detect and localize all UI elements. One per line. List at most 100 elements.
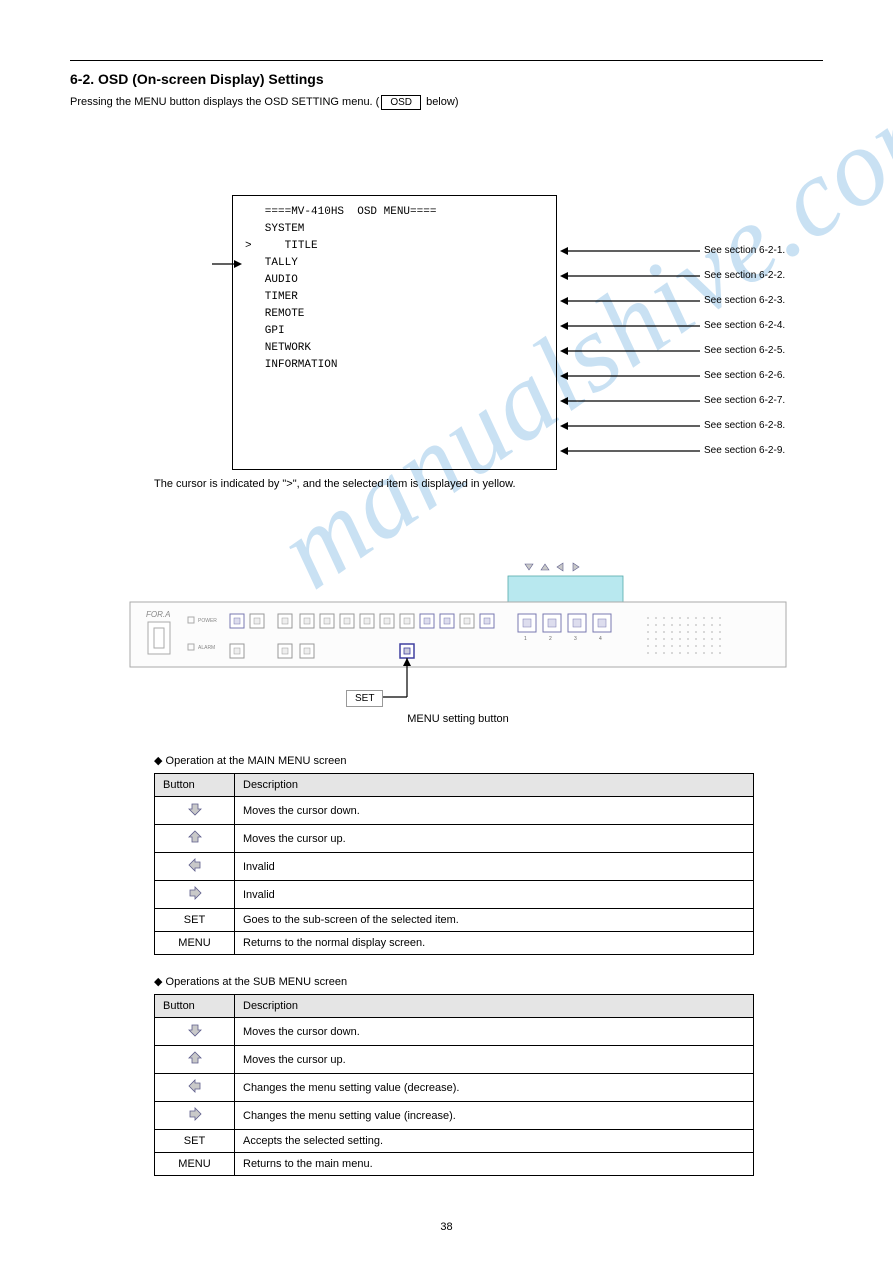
arrow-left-icon (560, 345, 700, 357)
btn-cell (155, 881, 235, 909)
arrow-down-icon (188, 1023, 202, 1037)
intro-part2: below) (423, 96, 458, 108)
page-number: 38 (0, 1221, 893, 1233)
desc-cell: Moves the cursor down. (235, 797, 754, 825)
legend-label: See section 6-2-1. (704, 245, 785, 256)
svg-text:POWER: POWER (198, 618, 217, 624)
table-row: SETGoes to the sub-screen of the selecte… (155, 909, 754, 932)
arrow-left-icon (560, 320, 700, 332)
table-row: MENUReturns to the main menu. (155, 1153, 754, 1176)
osd-label-inline: OSD (381, 95, 421, 110)
col-button: Button (155, 995, 235, 1018)
arrow-left-icon (560, 245, 700, 257)
osd-row: TALLY (245, 255, 544, 272)
section-number: 6-2. (70, 71, 94, 87)
desc-cell: Returns to the main menu. (235, 1153, 754, 1176)
table-row: MENUReturns to the normal display screen… (155, 932, 754, 955)
arrow-right-icon (188, 886, 202, 900)
osd-row: NETWORK (245, 340, 544, 357)
osd-row: AUDIO (245, 272, 544, 289)
intro-text: Pressing the MENU button displays the OS… (70, 95, 823, 110)
sub-menu-title: ◆ Operations at the SUB MENU screen (154, 975, 754, 988)
arrow-left-icon (188, 858, 202, 872)
set-callout-label: SET (346, 690, 383, 707)
intro-part1: Pressing the MENU button displays the OS… (70, 96, 379, 108)
btn-cell (155, 1018, 235, 1046)
btn-cell: MENU (155, 1153, 235, 1176)
btn-cell: SET (155, 909, 235, 932)
section-title: 6-2. OSD (On-screen Display) Settings (70, 71, 823, 87)
legend-label: See section 6-2-2. (704, 270, 785, 281)
legend-row: See section 6-2-7. (560, 388, 785, 413)
col-description: Description (235, 774, 754, 797)
legend-label: See section 6-2-7. (704, 395, 785, 406)
arrow-left-icon (560, 370, 700, 382)
cursor-arrow-icon (212, 258, 242, 270)
arrow-right-icon (188, 1107, 202, 1121)
arrow-up-icon (188, 1051, 202, 1065)
osd-row: SYSTEM (245, 221, 544, 238)
svg-text:2: 2 (549, 636, 552, 642)
osd-row: TIMER (245, 289, 544, 306)
desc-cell: Moves the cursor up. (235, 825, 754, 853)
desc-cell: Invalid (235, 881, 754, 909)
osd-row: INFORMATION (245, 357, 544, 374)
col-description: Description (235, 995, 754, 1018)
table-row: Moves the cursor down. (155, 1018, 754, 1046)
legend-row: See section 6-2-9. (560, 438, 785, 463)
legend-label: See section 6-2-6. (704, 370, 785, 381)
legend-row: See section 6-2-3. (560, 288, 785, 313)
cursor-note: The cursor is indicated by ">", and the … (154, 478, 754, 490)
table-row: Invalid (155, 881, 754, 909)
btn-cell (155, 797, 235, 825)
arrow-up-icon (188, 830, 202, 844)
device-panel-svg: FOR.A POWER ALARM (128, 562, 788, 702)
desc-cell: Invalid (235, 853, 754, 881)
arrow-left-icon (560, 270, 700, 282)
arrow-down-icon (188, 802, 202, 816)
osd-menu-box: ====MV-410HS OSD MENU==== SYSTEM > TITLE… (232, 195, 557, 470)
osd-row: REMOTE (245, 306, 544, 323)
device-caption: MENU setting button (128, 713, 788, 725)
table-row: SETAccepts the selected setting. (155, 1130, 754, 1153)
legend-label: See section 6-2-8. (704, 420, 785, 431)
desc-cell: Goes to the sub-screen of the selected i… (235, 909, 754, 932)
osd-row: GPI (245, 323, 544, 340)
table-header-row: Button Description (155, 774, 754, 797)
legend-label: See section 6-2-4. (704, 320, 785, 331)
table-row: Moves the cursor down. (155, 797, 754, 825)
arrow-left-icon (560, 420, 700, 432)
legend-row: See section 6-2-4. (560, 313, 785, 338)
page: 6-2. OSD (On-screen Display) Settings Pr… (0, 0, 893, 1263)
arrow-left-icon (188, 1079, 202, 1093)
legend-label: See section 6-2-5. (704, 345, 785, 356)
main-menu-title: ◆ Operation at the MAIN MENU screen (154, 754, 754, 767)
table-header-row: Button Description (155, 995, 754, 1018)
legend-label: See section 6-2-9. (704, 445, 785, 456)
main-menu-table: Button Description Moves the cursor down… (154, 773, 754, 955)
btn-cell (155, 1074, 235, 1102)
legend-row: See section 6-2-5. (560, 338, 785, 363)
table-row: Moves the cursor up. (155, 1046, 754, 1074)
table-row: Moves the cursor up. (155, 825, 754, 853)
svg-text:4: 4 (599, 636, 602, 642)
legend-row: See section 6-2-2. (560, 263, 785, 288)
table-row: Changes the menu setting value (increase… (155, 1102, 754, 1130)
desc-cell: Moves the cursor up. (235, 1046, 754, 1074)
svg-text:1: 1 (524, 636, 527, 642)
arrow-left-icon (560, 395, 700, 407)
col-button: Button (155, 774, 235, 797)
tables-section: ◆ Operation at the MAIN MENU screen Butt… (154, 748, 754, 1176)
btn-cell (155, 853, 235, 881)
device-panel: FOR.A POWER ALARM (128, 562, 788, 725)
legend-row: See section 6-2-8. (560, 413, 785, 438)
svg-text:FOR.A: FOR.A (146, 610, 170, 619)
btn-cell (155, 1102, 235, 1130)
desc-cell: Returns to the normal display screen. (235, 932, 754, 955)
section-heading: OSD (On-screen Display) Settings (98, 71, 324, 87)
btn-cell: SET (155, 1130, 235, 1153)
arrow-left-icon (560, 445, 700, 457)
desc-cell: Accepts the selected setting. (235, 1130, 754, 1153)
osd-row: ====MV-410HS OSD MENU==== (245, 204, 544, 221)
table-row: Invalid (155, 853, 754, 881)
